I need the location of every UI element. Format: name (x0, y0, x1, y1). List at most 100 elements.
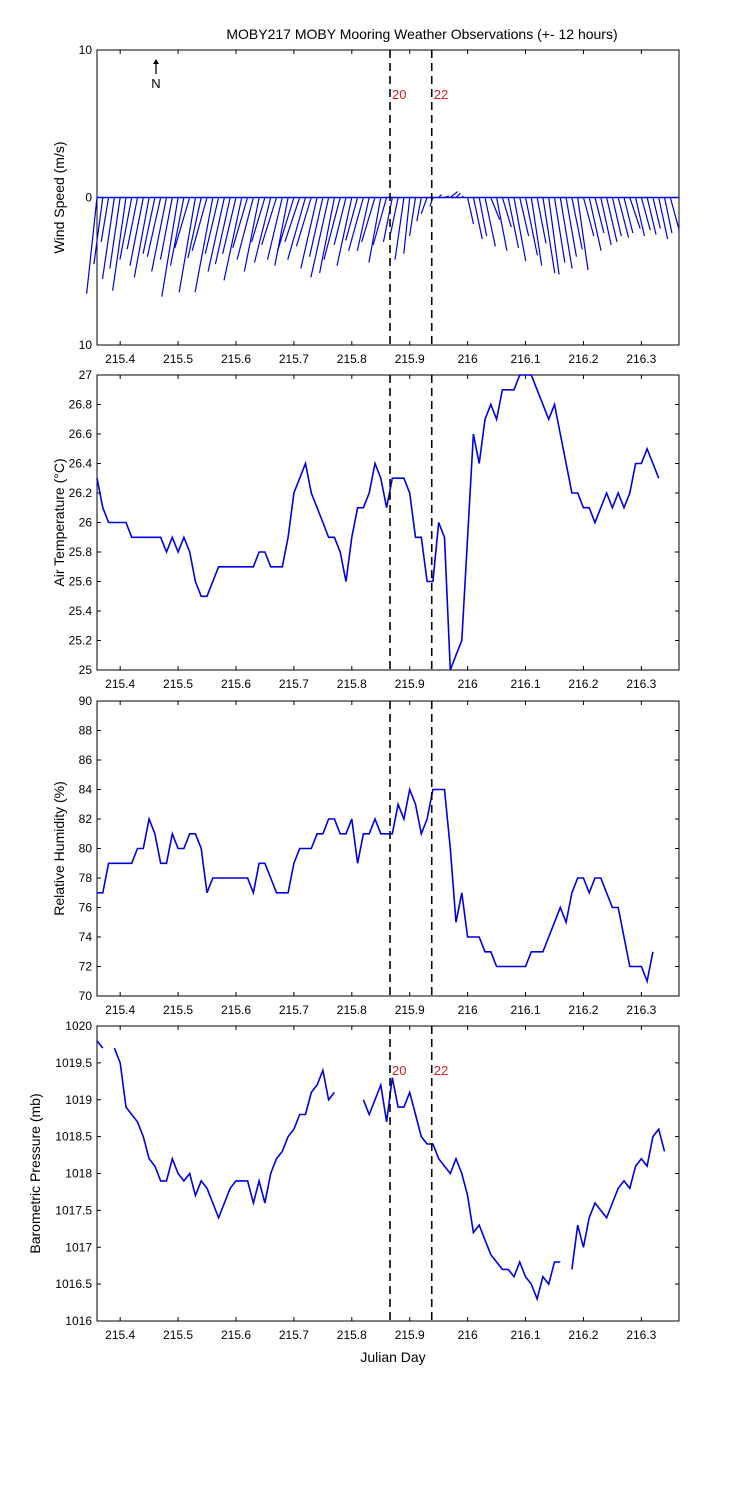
wind-vector (93, 197, 104, 265)
wind-vector (223, 197, 243, 281)
wind-vector (146, 197, 162, 257)
y-tick-label: 78 (79, 871, 93, 885)
wind-vector (274, 197, 289, 266)
wind-vector (542, 197, 556, 274)
x-tick-label: 215.9 (395, 677, 425, 691)
wind-vector (403, 197, 411, 254)
wind-vector (669, 197, 680, 231)
wind-vector (284, 197, 301, 243)
y-tick-label: 10 (79, 338, 93, 352)
wind-vector (336, 197, 353, 266)
y-tick-label: 70 (79, 989, 93, 1003)
wind-vector (236, 197, 254, 260)
wind-vector (420, 197, 428, 214)
air-temperature-series-line (96, 374, 660, 671)
wind-vector (617, 197, 630, 238)
wind-vector (194, 197, 214, 293)
wind-vector (129, 197, 144, 266)
wind-vector (345, 197, 359, 241)
wind-vector (629, 197, 641, 229)
wind-vector (519, 197, 530, 237)
wind-vector (478, 197, 488, 237)
y-tick-label: 1016.5 (55, 1277, 92, 1291)
x-tick-label: 215.5 (163, 677, 193, 691)
y-tick-label: 0 (85, 191, 92, 205)
y-tick-label: 27 (79, 368, 93, 382)
y-tick-label: 1016 (65, 1314, 92, 1328)
air-temperature-panel: 215.4 215.5 215.6 215.7 215.8 215.9 216 216.1 21… (51, 368, 680, 691)
wind-vector (174, 197, 191, 248)
x-tick-label: 215.7 (279, 677, 309, 691)
wind-vector (333, 197, 347, 246)
y-tick-label: 10 (79, 43, 93, 57)
y-tick-label: 86 (79, 753, 93, 767)
wind-vector (390, 197, 399, 234)
y-tick-label: 1018.5 (55, 1130, 92, 1144)
y-tick-label: 84 (79, 783, 93, 797)
y-tick-label: 25 (79, 663, 93, 677)
wind-vector (588, 197, 602, 251)
wind-vector (295, 197, 312, 247)
y-tick-label: 72 (79, 960, 93, 974)
wind-vector (253, 197, 272, 263)
wind-vector (204, 197, 220, 254)
x-tick-label: 216.2 (568, 1003, 598, 1017)
x-tick-label: 216.1 (511, 352, 541, 366)
y-tick-label: 80 (79, 842, 93, 856)
y-tick-label: 1017.5 (55, 1203, 92, 1217)
x-tick-label: 215.4 (105, 352, 135, 366)
wind-vector (222, 197, 237, 254)
x-tick-label: 215.5 (163, 352, 193, 366)
x-tick-label: 215.6 (221, 1328, 251, 1342)
x-tick-label: 215.4 (105, 677, 135, 691)
event-label-22: 22 (434, 1063, 448, 1078)
wind-vector (495, 197, 508, 251)
x-tick-label: 215.4 (105, 1003, 135, 1017)
wind-vector (319, 197, 336, 274)
barometric-pressure-axes-frame (96, 1025, 680, 1322)
x-tick-label: 215.4 (105, 1328, 135, 1342)
air-temperature-axes-frame (96, 374, 680, 671)
wind-vector (484, 197, 496, 247)
wind-vector (553, 197, 566, 263)
wind-vector (444, 195, 450, 199)
wind-vector (287, 197, 307, 260)
y-tick-label: 25.8 (69, 545, 93, 559)
wind-vector (251, 197, 266, 243)
x-tick-label: 216 (458, 1003, 478, 1017)
wind-vector (151, 197, 168, 272)
x-tick-label: 216 (458, 1328, 478, 1342)
relative-humidity-panel: 215.4 215.5 215.6 215.7 215.8 215.9 216 216.1 21… (51, 694, 680, 1017)
x-tick-label: 216.2 (568, 677, 598, 691)
wind-vector (161, 197, 179, 297)
wind-vector (524, 197, 538, 256)
event-label-20: 20 (392, 87, 406, 102)
y-tick-label: 25.4 (69, 604, 93, 618)
y-tick-label: 1019 (65, 1093, 92, 1107)
x-tick-label: 216.3 (626, 1003, 656, 1017)
wind-vector (191, 197, 208, 251)
y-tick-label: 1017 (65, 1240, 92, 1254)
x-tick-label: 215.7 (279, 1328, 309, 1342)
relative-humidity-y-axis-label: Relative Humidity (%) (51, 781, 67, 916)
wind-vector (530, 197, 543, 266)
wind-vector (232, 197, 249, 248)
wind-vector (300, 197, 318, 269)
y-tick-label: 26.6 (69, 427, 93, 441)
wind-vector (142, 197, 156, 254)
wind-vector (382, 197, 393, 243)
wind-vector (467, 197, 475, 225)
x-tick-label: 215.8 (337, 677, 367, 691)
y-tick-label: 26.8 (69, 398, 93, 412)
barometric-pressure-y-axis-label: Barometric Pressure (mb) (27, 1093, 43, 1253)
x-tick-label: 216.1 (511, 1328, 541, 1342)
wind-vector (277, 197, 295, 251)
wind-vector (361, 197, 376, 243)
y-tick-label: 76 (79, 901, 93, 915)
y-tick-label: 82 (79, 812, 93, 826)
x-tick-label: 215.9 (395, 1003, 425, 1017)
relative-humidity-series-line (97, 786, 654, 985)
x-tick-label: 216.3 (626, 677, 656, 691)
wind-vector (310, 197, 330, 278)
wind-vector (548, 197, 560, 275)
